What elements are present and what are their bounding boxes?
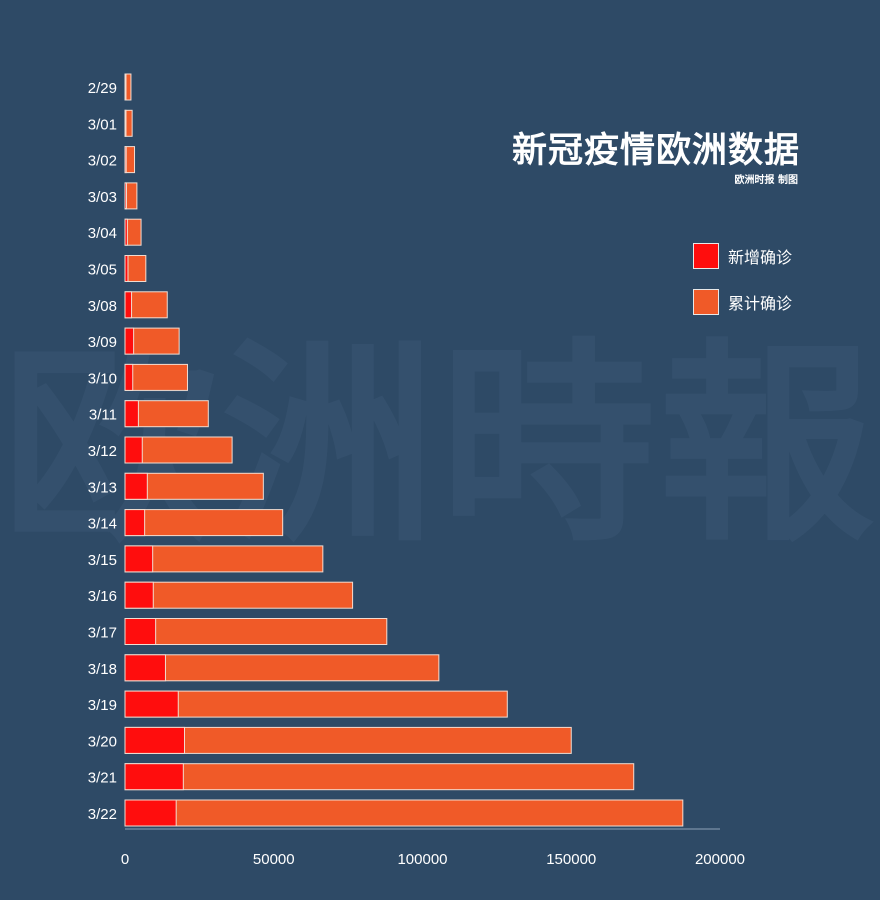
- bar-cumulative-3/16: [124, 581, 354, 609]
- bar-cumulative-3/18: [124, 654, 440, 682]
- bar-new-3/01: [124, 109, 127, 137]
- bar-new-3/09: [124, 327, 135, 355]
- x-tick-label: 0: [121, 851, 129, 868]
- bar-new-3/18: [124, 654, 166, 682]
- bar-new-3/16: [124, 581, 154, 609]
- bar-cumulative-3/10: [124, 363, 188, 391]
- x-tick-label: 200000: [695, 851, 745, 868]
- bar-new-3/02: [124, 146, 127, 174]
- y-tick-label: 3/16: [88, 588, 117, 605]
- y-tick-label: 3/18: [88, 661, 117, 678]
- y-tick-label: 3/21: [88, 770, 117, 787]
- bar-cumulative-3/13: [124, 472, 264, 500]
- x-tick-label: 100000: [397, 851, 447, 868]
- y-tick-label: 3/03: [88, 189, 117, 206]
- y-tick-label: 3/08: [88, 298, 117, 315]
- legend: 新增确诊 累计确诊: [693, 242, 792, 334]
- y-tick-label: 3/19: [88, 697, 117, 714]
- legend-swatch-cumulative: [693, 289, 719, 315]
- y-tick-label: 3/22: [88, 806, 117, 823]
- y-tick-label: 3/10: [88, 370, 117, 387]
- bar-new-2/29: [124, 73, 127, 101]
- bar-new-3/04: [124, 218, 128, 246]
- bar-new-3/14: [124, 509, 146, 537]
- bar-new-3/05: [124, 255, 129, 282]
- bar-new-3/21: [124, 763, 184, 791]
- bar-new-3/19: [124, 690, 179, 718]
- chart-title: 新冠疫情欧洲数据: [511, 131, 800, 171]
- legend-label-cumulative: 累计确诊: [728, 294, 793, 313]
- y-tick-label: 3/05: [88, 262, 117, 279]
- bar-new-3/11: [124, 400, 139, 428]
- y-tick-label: 3/04: [88, 225, 117, 242]
- bar-cumulative-3/12: [124, 436, 233, 464]
- bar-cumulative-3/17: [124, 618, 388, 645]
- legend-label-new: 新增确诊: [728, 248, 793, 267]
- y-tick-label: 3/09: [88, 334, 117, 351]
- bar-new-3/03: [124, 182, 127, 210]
- y-tick-label: 3/12: [88, 443, 117, 460]
- x-tick-label: 50000: [253, 851, 295, 868]
- bar-cumulative-3/21: [124, 763, 635, 791]
- bar-new-3/13: [124, 472, 148, 500]
- chart-credit: 欧洲时报 制图: [734, 175, 798, 186]
- x-tick-label: 150000: [546, 851, 596, 868]
- y-tick-label: 3/20: [88, 733, 117, 750]
- bar-cumulative-3/22: [124, 799, 684, 827]
- bar-new-3/12: [124, 436, 143, 464]
- y-tick-label: 3/13: [88, 479, 117, 496]
- y-tick-label: 3/15: [88, 552, 117, 569]
- bar-new-3/10: [124, 363, 134, 391]
- bar-cumulative-3/20: [124, 726, 572, 754]
- legend-item-new: 新增确诊: [693, 242, 792, 270]
- y-tick-label: 3/17: [88, 625, 117, 642]
- bar-cumulative-3/19: [124, 690, 508, 718]
- bar-new-3/20: [124, 726, 185, 754]
- bar-new-3/17: [124, 618, 157, 645]
- y-tick-label: 3/14: [88, 516, 117, 533]
- y-tick-label: 2/29: [88, 80, 117, 97]
- bar-new-3/22: [124, 799, 177, 827]
- legend-swatch-new: [693, 243, 719, 269]
- y-tick-label: 3/11: [89, 407, 117, 424]
- bar-new-3/08: [124, 291, 133, 319]
- y-tick-label: 3/01: [88, 116, 117, 133]
- legend-item-cumulative: 累计确诊: [693, 288, 792, 316]
- y-tick-label: 3/02: [88, 153, 117, 170]
- bar-cumulative-3/15: [124, 545, 324, 573]
- bar-new-3/15: [124, 545, 154, 573]
- bar-cumulative-3/14: [124, 509, 284, 537]
